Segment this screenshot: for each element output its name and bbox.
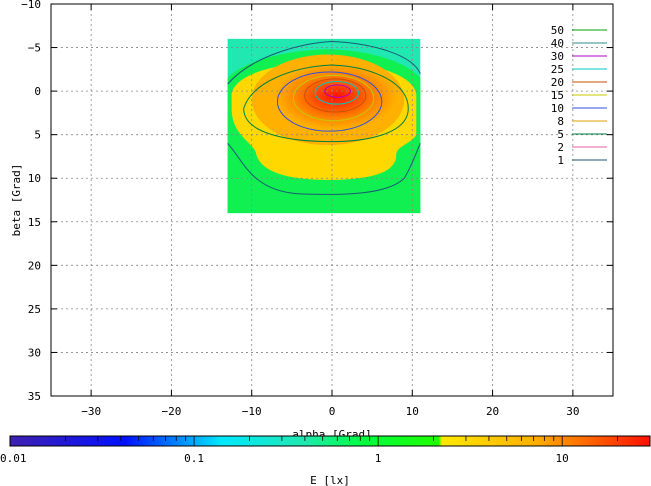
x-tick-label: −30 (81, 405, 101, 418)
contour-10 (276, 71, 383, 132)
x-tick-label: 20 (486, 405, 499, 418)
legend-label: 25 (551, 63, 564, 76)
legend-label: 5 (557, 128, 564, 141)
colorbar-ticks: 0.01 0.1 1 10 (0, 436, 651, 465)
y-tick-label: 30 (28, 346, 41, 359)
colorbar-label: E [lx] (310, 474, 350, 486)
colorbar-tick-label: 0.01 (0, 452, 27, 465)
y-tick-label: 20 (28, 259, 41, 272)
legend-label: 30 (551, 50, 564, 63)
y-tick-label: −5 (28, 42, 41, 55)
heatmap-image (227, 38, 421, 214)
heat-hot-core (275, 63, 397, 130)
legend-label: 15 (551, 89, 564, 102)
y-tick-label: 10 (28, 172, 41, 185)
y-tick-label: 35 (28, 390, 41, 403)
contour-5 (243, 64, 409, 143)
x-tick-label: 30 (566, 405, 579, 418)
contour-20 (304, 78, 367, 113)
grid-lines (51, 3, 613, 397)
x-tick-label: 10 (406, 405, 419, 418)
contour-15 (292, 74, 375, 122)
colorbar-tick-label: 10 (556, 452, 569, 465)
legend-label: 40 (551, 37, 564, 50)
legend-label: 20 (551, 76, 564, 89)
y-tick-label: −10 (21, 0, 41, 11)
x-tick-label: 0 (329, 405, 336, 418)
legend-label: 10 (551, 102, 564, 115)
y-tick-label: 25 (28, 303, 41, 316)
contour-1 (227, 40, 421, 195)
colorbar-tick-label: 1 (375, 452, 382, 465)
legend-label: 2 (557, 141, 564, 154)
y-tick-label: 0 (34, 85, 41, 98)
y-axis-label: beta [Grad] (10, 164, 23, 237)
colorbar-tick-label: 0.1 (184, 452, 204, 465)
y-tick-label: 15 (28, 216, 41, 229)
x-axis-ticks: −30 −20 −10 0 10 20 30 (81, 4, 579, 418)
x-tick-label: −10 (242, 405, 262, 418)
legend-label: 8 (557, 115, 564, 128)
contour-lines (227, 40, 421, 195)
y-tick-label: 5 (34, 129, 41, 142)
contour-25 (314, 81, 359, 105)
contour-30 (324, 84, 351, 98)
legend-label: 1 (557, 154, 564, 167)
x-tick-label: −20 (161, 405, 181, 418)
legend-label: 50 (551, 24, 564, 37)
